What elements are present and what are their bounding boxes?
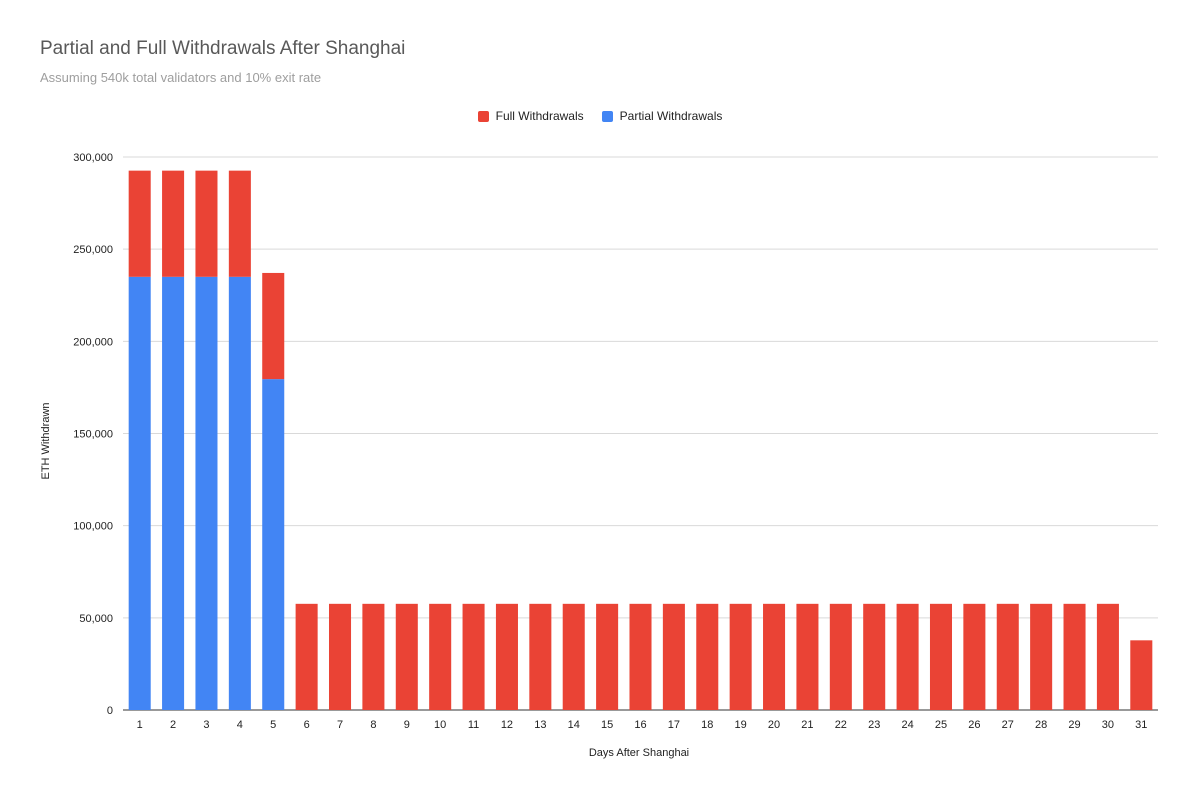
bar-full-withdrawals-day-30	[1096, 603, 1119, 710]
x-axis-title: Days After Shanghai	[589, 747, 689, 759]
x-tick-label: 24	[901, 719, 913, 731]
bar-full-withdrawals-day-18	[696, 603, 719, 710]
x-tick-label: 15	[601, 719, 613, 731]
bar-full-withdrawals-day-25	[929, 603, 953, 710]
x-tick-label: 16	[634, 719, 646, 731]
x-tick-label: 4	[237, 719, 243, 731]
legend-label-partial: Partial Withdrawals	[619, 109, 723, 123]
bar-partial-withdrawals-day-5	[262, 379, 285, 710]
bar-full-withdrawals-day-8	[362, 603, 385, 710]
x-tick-label: 8	[370, 719, 376, 731]
bar-full-withdrawals-day-1	[128, 170, 151, 277]
bar-full-withdrawals-day-27	[996, 603, 1019, 710]
bar-full-withdrawals-day-5	[262, 272, 285, 380]
x-tick-label: 13	[534, 719, 546, 731]
y-tick-label: 300,000	[73, 152, 113, 164]
x-tick-label: 22	[835, 719, 847, 731]
x-tick-label: 12	[501, 719, 513, 731]
bar-full-withdrawals-day-23	[863, 603, 886, 710]
x-tick-label: 14	[568, 719, 580, 731]
bar-full-withdrawals-day-29	[1063, 603, 1086, 710]
bar-full-withdrawals-day-11	[462, 603, 485, 710]
x-tick-label: 29	[1068, 719, 1080, 731]
x-tick-label: 2	[170, 719, 176, 731]
x-tick-label: 6	[304, 719, 310, 731]
x-tick-label: 17	[668, 719, 680, 731]
bar-partial-withdrawals-day-2	[162, 276, 185, 710]
y-tick-label: 50,000	[79, 613, 113, 625]
bar-full-withdrawals-day-20	[763, 603, 786, 710]
bar-full-withdrawals-day-16	[629, 603, 652, 710]
bar-full-withdrawals-day-21	[796, 603, 819, 710]
y-tick-label: 100,000	[73, 521, 113, 533]
bar-full-withdrawals-day-2	[162, 170, 185, 277]
y-tick-label: 150,000	[73, 429, 113, 441]
x-tick-label: 5	[270, 719, 276, 731]
bar-full-withdrawals-day-31	[1130, 640, 1153, 710]
legend-label-full: Full Withdrawals	[495, 109, 584, 123]
x-tick-label: 26	[968, 719, 980, 731]
y-tick-label: 250,000	[73, 244, 113, 256]
x-tick-label: 1	[137, 719, 143, 731]
x-tick-label: 25	[935, 719, 947, 731]
bar-full-withdrawals-day-6	[295, 603, 318, 710]
bar-full-withdrawals-day-3	[195, 170, 218, 277]
legend-swatch-full	[477, 110, 489, 122]
chart-title: Partial and Full Withdrawals After Shang…	[40, 38, 406, 59]
bars	[128, 170, 1153, 710]
bar-partial-withdrawals-day-4	[228, 276, 251, 710]
chart-subtitle: Assuming 540k total validators and 10% e…	[40, 70, 322, 85]
bar-full-withdrawals-day-19	[729, 603, 752, 710]
legend-item-full-withdrawals[interactable]: Full Withdrawals	[477, 109, 584, 123]
y-tick-label: 200,000	[73, 336, 113, 348]
x-tick-label: 31	[1135, 719, 1147, 731]
bar-full-withdrawals-day-28	[1030, 603, 1053, 710]
x-tick-label: 21	[801, 719, 813, 731]
y-tick-label: 0	[107, 705, 113, 717]
bar-full-withdrawals-day-26	[963, 603, 986, 710]
bar-partial-withdrawals-day-1	[128, 276, 151, 710]
bar-full-withdrawals-day-24	[896, 603, 919, 710]
bar-full-withdrawals-day-7	[328, 603, 352, 710]
bar-full-withdrawals-day-12	[495, 603, 518, 710]
x-tick-label: 10	[434, 719, 446, 731]
x-tick-label: 28	[1035, 719, 1047, 731]
bar-full-withdrawals-day-22	[829, 603, 852, 710]
x-tick-label: 11	[468, 719, 479, 731]
x-tick-label: 3	[203, 719, 209, 731]
x-tick-label: 9	[404, 719, 410, 731]
gridlines	[123, 156, 1158, 711]
x-tick-label: 23	[868, 719, 880, 731]
bar-full-withdrawals-day-14	[562, 603, 585, 710]
bar-full-withdrawals-day-15	[596, 603, 619, 710]
y-axis-title: ETH Withdrawn	[40, 402, 52, 479]
bar-full-withdrawals-day-17	[662, 603, 685, 710]
bar-full-withdrawals-day-4	[228, 170, 251, 277]
x-tick-labels: 1 2 3 4 5 6 7 8 9 10 11 12 13 14 15 16 17 18 19 20 21 22 23 24 2…	[137, 719, 1148, 731]
legend: Full Withdrawals Partial Withdrawals	[0, 109, 1200, 123]
legend-item-partial-withdrawals[interactable]: Partial Withdrawals	[601, 109, 723, 123]
bar-full-withdrawals-day-9	[395, 603, 418, 710]
x-tick-label: 20	[768, 719, 780, 731]
x-tick-label: 30	[1102, 719, 1114, 731]
legend-swatch-partial	[601, 110, 613, 122]
bar-full-withdrawals-day-10	[429, 603, 452, 710]
x-tick-label: 27	[1002, 719, 1014, 731]
x-tick-label: 7	[337, 719, 343, 731]
x-tick-label: 18	[701, 719, 713, 731]
bar-partial-withdrawals-day-3	[195, 276, 218, 710]
x-tick-label: 19	[735, 719, 747, 731]
bar-full-withdrawals-day-13	[529, 603, 552, 710]
y-tick-labels: 0 50,000 100,000 150,000 200,000 250,000 300,0…	[73, 152, 113, 717]
